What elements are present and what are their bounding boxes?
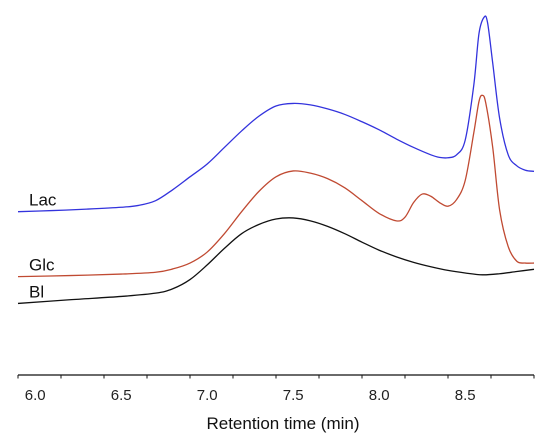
series-label-glc: Glc xyxy=(29,256,55,275)
x-tick-label: 6.5 xyxy=(111,387,132,404)
x-axis: 6.0 6.5 7.0 7.5 8.0 8.5 Retention time (min) xyxy=(17,374,535,433)
x-ticks: 6.0 6.5 7.0 7.5 8.0 8.5 xyxy=(17,375,535,404)
series-label-lac: Lac xyxy=(29,191,57,210)
x-tick-label: 8.0 xyxy=(369,387,390,404)
x-tick-label: 7.0 xyxy=(197,387,218,404)
series-line-lac xyxy=(17,15,535,213)
x-tick-label: 6.0 xyxy=(25,387,46,404)
series-line-glc xyxy=(17,94,535,278)
x-axis-title: Retention time (min) xyxy=(206,414,359,433)
x-tick-label: 7.5 xyxy=(283,387,304,404)
x-tick-label: 8.5 xyxy=(455,387,476,404)
series-line-bl xyxy=(17,217,535,305)
series-labels: Lac Glc Bl xyxy=(29,191,57,302)
series-group xyxy=(17,15,535,305)
series-label-bl: Bl xyxy=(29,282,44,301)
